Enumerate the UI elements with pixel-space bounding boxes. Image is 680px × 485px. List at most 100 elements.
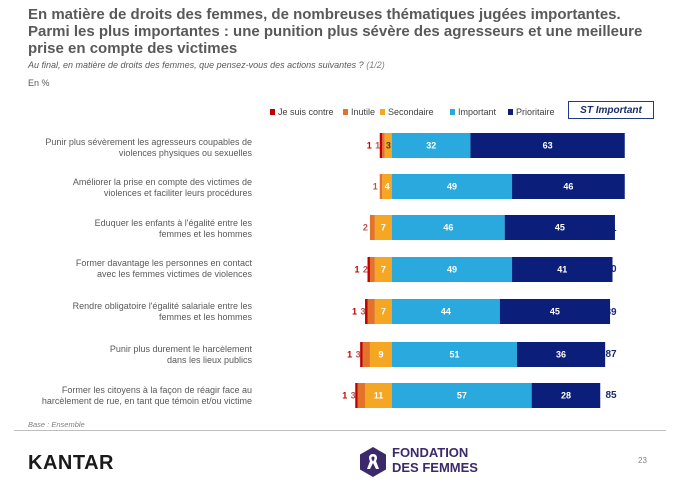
legend-swatch — [270, 109, 275, 115]
fondation-logo-icon — [360, 447, 386, 477]
row-label-line: violences physiques ou sexuelles — [118, 148, 252, 158]
legend-label: Je suis contre — [278, 107, 334, 117]
bar-secondaire — [384, 133, 392, 158]
legend-label: Inutile — [351, 107, 376, 117]
bar-secondaire — [365, 383, 392, 408]
row-label-line: Former les citoyens à la façon de réagir… — [61, 385, 252, 395]
kantar-logo: KANTAR — [28, 452, 114, 474]
legend-item-prioritaire: Prioritaire — [508, 107, 555, 117]
bar-secondaire — [374, 215, 392, 240]
bar-secondaire — [374, 257, 392, 282]
bar-label-important: 51 — [449, 350, 459, 360]
st-important-header: ST Important — [568, 101, 654, 119]
row-label-line: dans les lieux publics — [166, 355, 252, 365]
bar-label-secondaire: 4 — [385, 182, 390, 192]
row-label-line: Former davantage les personnes en contac… — [75, 258, 252, 268]
bar-label-prioritaire: 36 — [556, 350, 566, 360]
bar-important — [392, 383, 532, 408]
bar-prioritaire — [512, 174, 625, 199]
row-label: Punir plus sévèrement les agresseurs cou… — [8, 137, 252, 159]
legend-swatch — [380, 109, 385, 115]
bar-contre — [355, 383, 358, 408]
row-label-line: harcèlement de rue, en tant que témoin e… — [41, 396, 252, 406]
bar-label-secondaire: 9 — [378, 350, 383, 360]
row-label: Punir plus durement le harcèlement dans … — [8, 344, 252, 366]
legend-item-contre: Je suis contre — [270, 107, 334, 117]
row-label: Former davantage les personnes en contac… — [8, 258, 252, 280]
row-label-line: Améliorer la prise en compte des victime… — [72, 177, 252, 187]
title-line-1: En matière de droits des femmes, de nomb… — [28, 6, 621, 23]
bar-contre — [360, 342, 363, 367]
legend-item-secondaire: Secondaire — [380, 107, 434, 117]
page-title: En matière de droits des femmes, de nomb… — [28, 6, 668, 57]
bar-label-inutile: 2 — [363, 223, 368, 233]
bar-inutile — [382, 133, 385, 158]
row-label: Former les citoyens à la façon de réagir… — [8, 385, 252, 407]
bar-label-secondaire: 11 — [374, 391, 384, 401]
row-label-line: violences et faciliter leurs procédures — [103, 188, 252, 198]
fondation-name: FONDATION DES FEMMES — [392, 445, 478, 475]
row-label-line: femmes et les hommes — [158, 312, 252, 322]
bar-secondaire — [382, 174, 392, 199]
bar-label-inutile: 3 — [360, 307, 365, 317]
page-number: 23 — [638, 456, 647, 465]
bar-label-inutile: 3 — [356, 350, 361, 360]
legend-item-important: Important — [450, 107, 496, 117]
bar-prioritaire — [470, 133, 625, 158]
bar-label-secondaire: 3 — [386, 141, 391, 151]
unit-label: En % — [28, 78, 50, 88]
bar-label-prioritaire: 63 — [543, 141, 553, 151]
bar-label-contre: 1 — [367, 141, 372, 151]
bar-inutile — [357, 383, 366, 408]
bar-secondaire — [369, 342, 392, 367]
legend-label: Secondaire — [388, 107, 434, 117]
legend-swatch — [450, 109, 455, 115]
bar-label-important: 32 — [426, 141, 436, 151]
row-label: Améliorer la prise en compte des victime… — [8, 177, 252, 199]
bar-label-inutile: 2 — [363, 265, 368, 275]
bar-label-secondaire: 7 — [381, 265, 386, 275]
bar-label-prioritaire: 28 — [561, 391, 571, 401]
bar-inutile — [362, 342, 370, 367]
fondation-line-2: DES FEMMES — [392, 460, 478, 475]
st-total: 85 — [605, 390, 617, 401]
question-text: Au final, en matière de droits des femme… — [28, 60, 385, 70]
fondation-line-1: FONDATION — [392, 445, 469, 460]
bar-label-important: 44 — [441, 307, 451, 317]
bar-important — [392, 133, 471, 158]
bar-label-prioritaire: 45 — [555, 223, 565, 233]
bar-label-inutile: 3 — [351, 391, 356, 401]
bar-important — [392, 215, 505, 240]
bar-label-contre: 1 — [352, 307, 357, 317]
legend-item-inutile: Inutile — [343, 107, 375, 117]
bar-label-prioritaire: 45 — [550, 307, 560, 317]
bar-contre — [379, 133, 383, 158]
bar-label-contre: 1 — [347, 350, 352, 360]
bar-contre — [367, 257, 370, 282]
bar-important — [392, 342, 517, 367]
bar-label-important: 57 — [457, 391, 467, 401]
row-label-line: Punir plus durement le harcèlement — [109, 344, 252, 354]
footer-divider — [14, 430, 666, 431]
legend-swatch — [343, 109, 348, 115]
bar-prioritaire — [499, 299, 611, 324]
bar-label-important: 49 — [447, 182, 457, 192]
title-line-3: prise en compte des victimes — [28, 40, 238, 57]
row-label-line: Punir plus sévèrement les agresseurs cou… — [45, 137, 252, 147]
base-note: Base : Ensemble — [28, 420, 85, 429]
row-label: Rendre obligatoire l'égalité salariale e… — [8, 301, 252, 323]
row-label-line: femmes et les hommes — [158, 229, 252, 239]
bar-label-prioritaire: 41 — [557, 265, 567, 275]
bar-contre — [365, 299, 368, 324]
st-total: 87 — [605, 349, 617, 360]
bar-label-secondaire: 7 — [381, 223, 386, 233]
bar-important — [392, 174, 513, 199]
bar-label-contre: 1 — [354, 265, 359, 275]
legend-swatch — [508, 109, 513, 115]
bar-prioritaire — [516, 342, 606, 367]
bar-prioritaire — [531, 383, 601, 408]
bar-label-contre: 1 — [342, 391, 347, 401]
legend-label: Prioritaire — [516, 107, 555, 117]
st-total: 89 — [605, 307, 617, 318]
bar-prioritaire — [512, 257, 613, 282]
